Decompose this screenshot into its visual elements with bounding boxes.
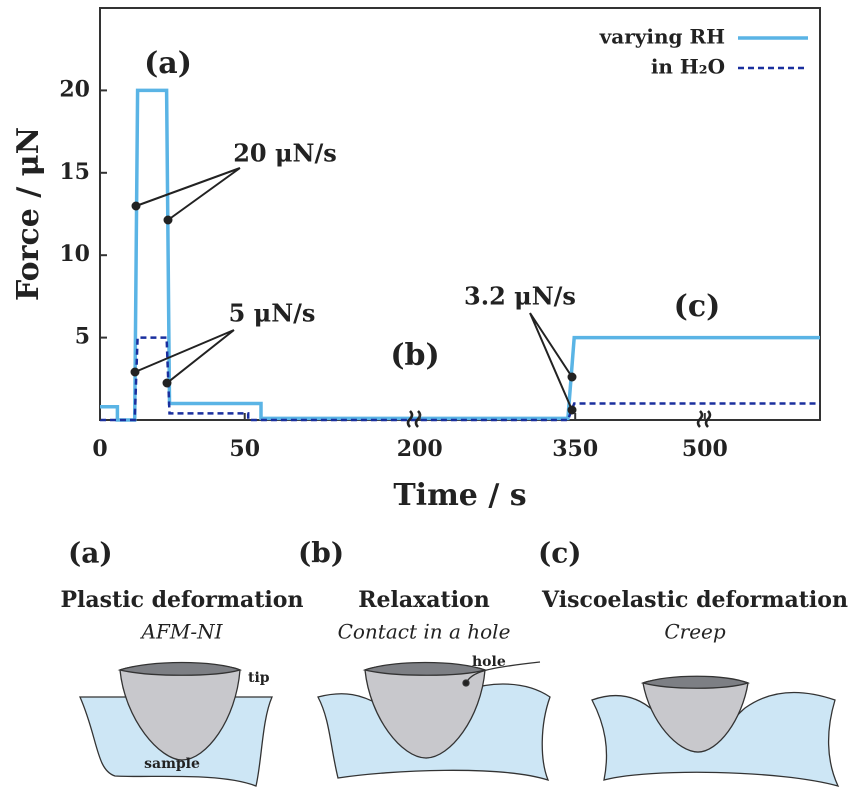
x-axis-label: Time / s	[393, 478, 526, 513]
legend-label: varying RH	[599, 25, 725, 49]
x-tick-label: 50	[229, 436, 260, 462]
panel-title: Plastic deformation	[61, 587, 304, 613]
diagram-b	[317, 661, 551, 782]
y-tick-label: 20	[59, 76, 90, 102]
panel-label: (b)	[298, 537, 344, 570]
annotation: 20 μN/s	[233, 139, 337, 168]
annotation: 5 μN/s	[229, 299, 316, 328]
y-tick-label: 5	[75, 324, 90, 350]
panel-label: (c)	[538, 537, 582, 570]
panel-subtitle: Creep	[664, 620, 726, 644]
diagram-label: tip	[248, 670, 270, 686]
annotation: (c)	[674, 289, 721, 324]
annotation: 3.2 μN/s	[464, 282, 576, 311]
legend-label: in H₂O	[651, 55, 725, 79]
line	[100, 88, 820, 422]
annotation: (a)	[144, 46, 192, 81]
annotation-pointers	[130, 167, 577, 415]
x-tick-label: 200	[397, 436, 443, 462]
y-axis-label: Force / μN	[11, 127, 46, 301]
diagram-label: sample	[144, 756, 200, 772]
x-tick-label: 350	[552, 436, 598, 462]
panel-subtitle: Contact in a hole	[338, 620, 511, 644]
axis-break	[696, 410, 712, 428]
x-tick-label: 0	[92, 436, 107, 462]
diagram-label: hole	[472, 654, 506, 670]
diagram-c	[591, 675, 840, 787]
y-tick-label: 15	[59, 159, 90, 185]
panel-subtitle: AFM-NI	[140, 620, 224, 644]
panel-label: (a)	[68, 537, 113, 570]
diagram-a	[79, 661, 273, 787]
panel-title: Viscoelastic deformation	[541, 587, 848, 613]
x-tick-label: 500	[682, 436, 728, 462]
panel-title: Relaxation	[358, 587, 489, 613]
annotation: (b)	[390, 338, 439, 373]
y-tick-label: 10	[59, 241, 90, 267]
